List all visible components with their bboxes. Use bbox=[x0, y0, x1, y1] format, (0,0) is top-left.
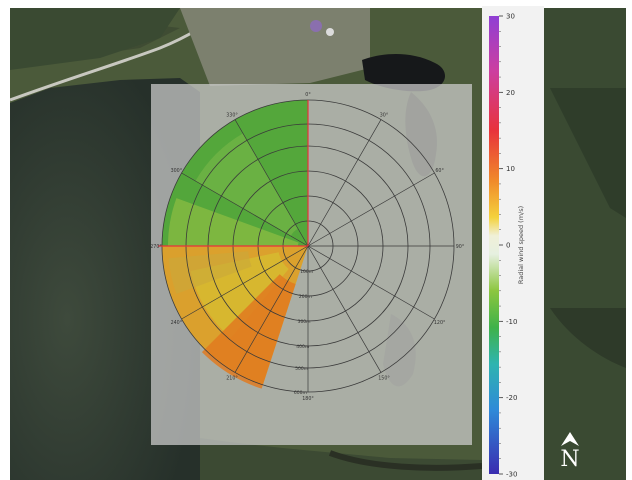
azimuth-label: 30° bbox=[380, 112, 389, 118]
azimuth-labels: 0° 30° 60° 90° 120° 150° 180° 210° 240° 270° 300° 3… bbox=[151, 92, 464, 402]
north-indicator: N bbox=[555, 430, 585, 476]
azimuth-label: 210° bbox=[226, 376, 238, 382]
colorbar-tick-label: -10 bbox=[506, 318, 517, 326]
azimuth-spoke bbox=[234, 245, 309, 373]
azimuth-label: 330° bbox=[226, 112, 238, 118]
range-label: 400m bbox=[296, 344, 309, 350]
azimuth-label: 300° bbox=[171, 168, 183, 174]
wedge-green-light bbox=[195, 133, 298, 236]
colorbar-tick-label: 30 bbox=[506, 13, 515, 21]
north-arrow-icon bbox=[561, 432, 579, 446]
wedge-darkorange bbox=[201, 274, 296, 389]
azimuth-label: 90° bbox=[456, 244, 465, 250]
polar-grid bbox=[158, 99, 455, 393]
colorbar-tick-label: 0 bbox=[506, 242, 510, 250]
range-label: 600m bbox=[294, 390, 307, 396]
azimuth-label: 270° bbox=[151, 244, 162, 250]
colorbar-tick-label: -30 bbox=[506, 471, 517, 479]
range-label: 300m bbox=[298, 319, 311, 325]
azimuth-spoke bbox=[307, 245, 382, 373]
range-labels: 100m 200m 300m 400m 500m 600m bbox=[294, 269, 313, 396]
colorbar-tick-label: -20 bbox=[506, 394, 517, 402]
colorbar-tick-label: 20 bbox=[506, 89, 515, 97]
azimuth-label: 150° bbox=[378, 376, 390, 382]
azimuth-label: 240° bbox=[171, 320, 183, 326]
azimuth-label: 0° bbox=[305, 92, 310, 98]
wedge-yellow-2 bbox=[168, 251, 252, 294]
north-label: N bbox=[560, 447, 580, 472]
colorbar-gradient bbox=[489, 16, 499, 474]
range-label: 500m bbox=[295, 366, 308, 372]
azimuth-spoke bbox=[181, 172, 309, 247]
azimuth-label: 120° bbox=[434, 320, 446, 326]
range-label: 100m bbox=[300, 269, 313, 275]
azimuth-spoke bbox=[307, 119, 382, 247]
azimuth-spoke bbox=[307, 245, 435, 320]
azimuth-spoke bbox=[181, 245, 309, 320]
wedge-yellowgreen bbox=[168, 198, 299, 246]
azimuth-spoke bbox=[234, 119, 309, 247]
azimuth-spoke bbox=[307, 172, 435, 247]
colorbar-legend: 30 20 10 0 -10 -20 -30 Radial wind speed (m/s) bbox=[482, 6, 544, 480]
colorbar-ticks: 30 20 10 0 -10 -20 -30 bbox=[499, 13, 517, 479]
colorbar-tick-label: 10 bbox=[506, 165, 515, 173]
pond bbox=[362, 54, 446, 92]
azimuth-label: 60° bbox=[435, 168, 444, 174]
range-label: 200m bbox=[299, 294, 312, 300]
radar-overlay[interactable]: 100m 200m 300m 400m 500m 600m 0° 30° 60° 90° 120°… bbox=[151, 84, 472, 445]
colorbar-label: Radial wind speed (m/s) bbox=[517, 206, 525, 284]
azimuth-label: 180° bbox=[302, 396, 314, 402]
